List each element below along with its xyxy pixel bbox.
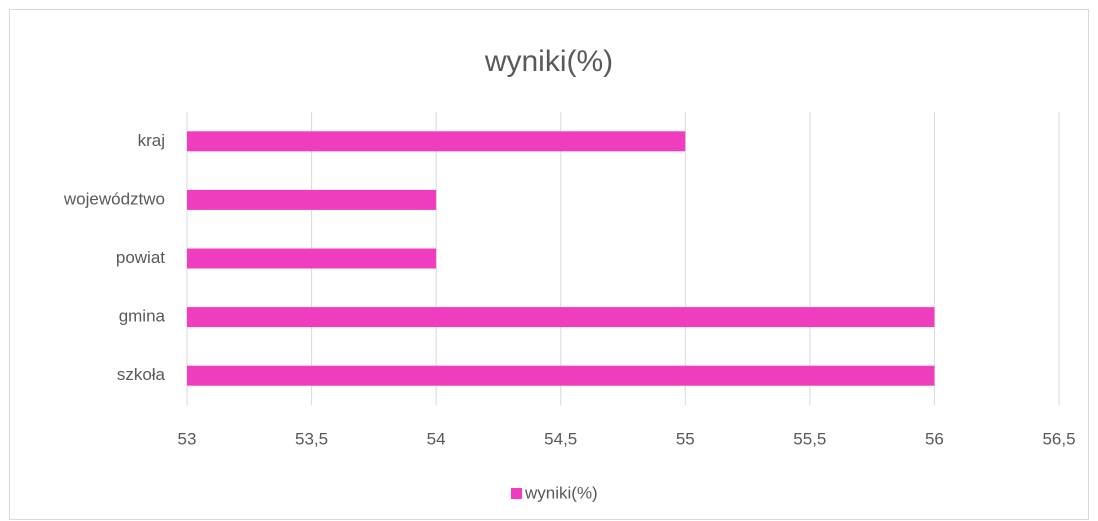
y-tick-label: województwo <box>63 189 165 208</box>
legend-swatch <box>511 488 522 499</box>
legend-label: wyniki(%) <box>524 483 598 502</box>
y-tick-label: powiat <box>116 248 165 267</box>
x-tick-label: 56,5 <box>1042 429 1075 448</box>
x-tick-label: 55 <box>676 429 695 448</box>
bar <box>187 248 437 269</box>
x-tick-label: 53,5 <box>295 429 328 448</box>
chart-title: wyniki(%) <box>484 45 613 78</box>
y-tick-label: kraj <box>138 131 165 150</box>
x-tick-label: 56 <box>925 429 944 448</box>
bar <box>187 365 935 386</box>
x-tick-label: 54,5 <box>544 429 577 448</box>
x-tick-label: 54 <box>427 429 446 448</box>
bar <box>187 189 437 210</box>
x-tick-label: 53 <box>178 429 197 448</box>
bar <box>187 131 686 152</box>
y-tick-label: szkoła <box>117 365 166 384</box>
bar <box>187 307 935 328</box>
x-tick-label: 55,5 <box>793 429 826 448</box>
y-tick-label: gmina <box>119 307 166 326</box>
